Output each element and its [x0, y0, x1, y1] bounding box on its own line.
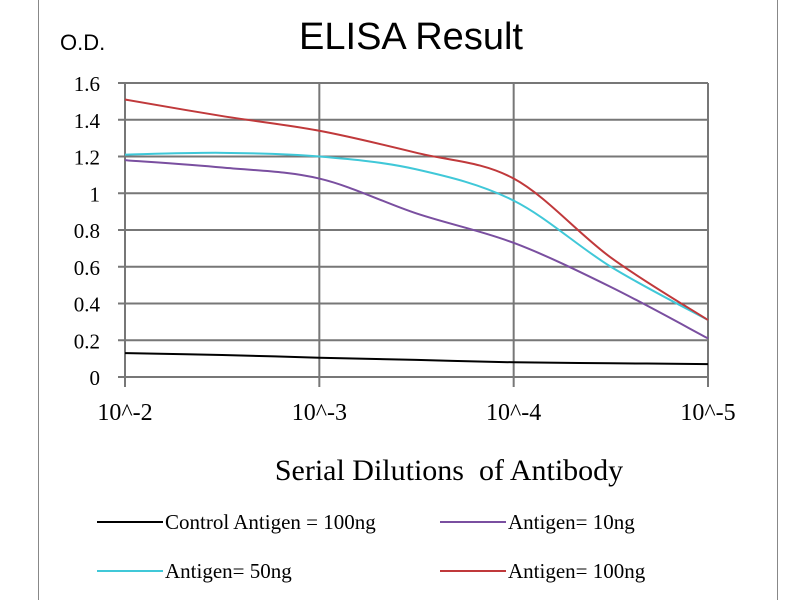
x-tick-label: 10^-4	[486, 400, 541, 426]
chart-title: ELISA Result	[299, 16, 523, 58]
y-tick-label: 0.6	[74, 256, 100, 280]
y-tick-label: 0.8	[74, 219, 100, 243]
x-tick-label: 10^-2	[97, 400, 152, 426]
y-tick-label: 1.2	[74, 146, 100, 170]
x-axis-label: Serial Dilutions of Antibody	[275, 454, 623, 487]
y-tick-label: 0.4	[74, 293, 101, 317]
y-tick-label: 0.2	[74, 329, 100, 353]
y-tick-label: 1	[90, 182, 101, 206]
series-line-1	[124, 159, 709, 340]
legend-label: Antigen= 10ng	[508, 510, 635, 534]
legend-label: Control Antigen = 100ng	[165, 510, 376, 534]
x-tick-label: 10^-5	[680, 400, 735, 426]
series-line-0	[124, 352, 709, 366]
y-tick-label: 1.6	[74, 72, 100, 96]
legend-label: Antigen= 100ng	[508, 559, 646, 583]
x-tick-label: 10^-3	[292, 400, 347, 426]
y-axis-label: O.D.	[60, 30, 105, 55]
legend-label: Antigen= 50ng	[165, 559, 292, 583]
series-line-3	[124, 98, 709, 321]
y-tick-label: 1.4	[74, 109, 101, 133]
y-tick-label: 0	[90, 366, 101, 390]
series-line-2	[124, 151, 709, 321]
chart-frame	[38, 0, 778, 600]
